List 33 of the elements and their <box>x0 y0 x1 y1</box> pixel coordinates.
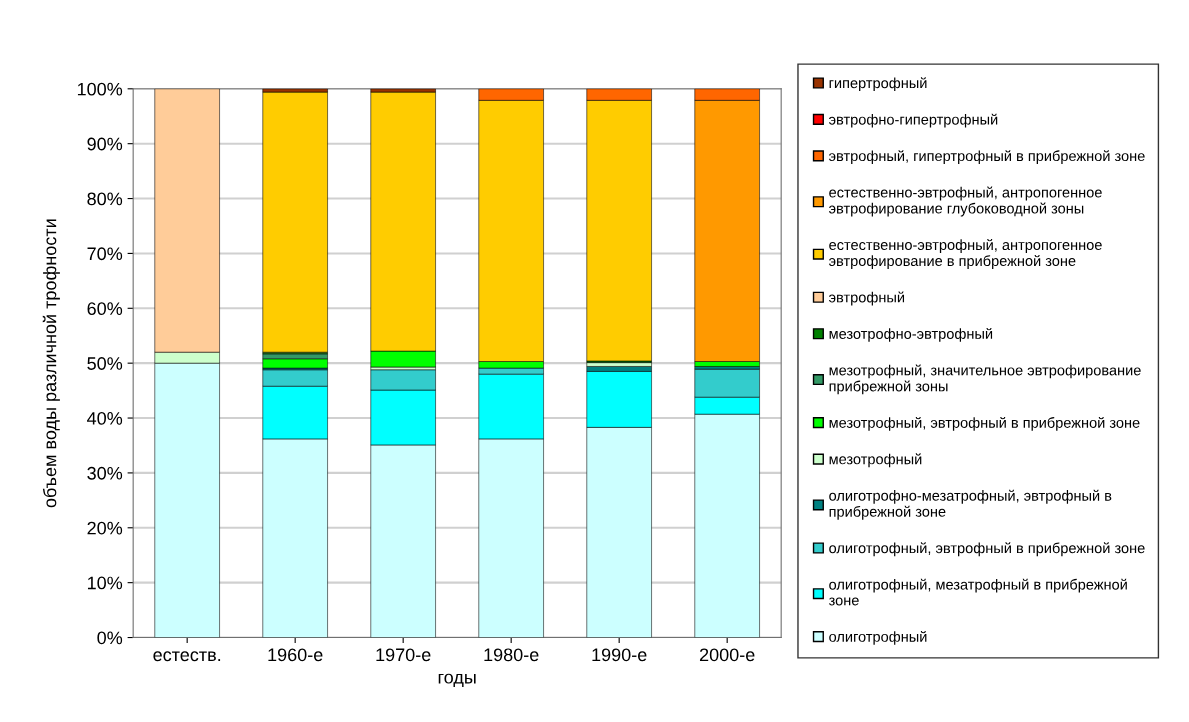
legend-label: мезотрофный, значительное эвтрофирование прибрежной зоны <box>829 364 1141 395</box>
y-tick-label: 90% <box>87 137 123 151</box>
legend-label: гипертрофный <box>829 77 927 92</box>
legend-label: олиготрофный, мезатрофный в прибрежной зоне <box>828 578 1127 606</box>
x-tick-label: 1960-е <box>268 648 323 662</box>
x-axis-title: годы <box>438 673 476 688</box>
legend-label: эвтрофно-гипертрофный <box>828 113 998 128</box>
x-tick-label: естеств. <box>153 651 221 662</box>
legend-label: олиготрофный <box>829 630 927 645</box>
y-axis-title: объем воды различной трофности <box>42 219 60 508</box>
y-tick-label: 20% <box>87 521 123 535</box>
legend-label: эвтрофный <box>828 291 905 306</box>
y-tick-label: 30% <box>87 466 123 480</box>
legend-label: мезотрофный <box>829 453 922 468</box>
x-tick-label: 2000-е <box>699 648 755 662</box>
y-tick-label: 80% <box>87 192 123 206</box>
y-tick-label: 50% <box>87 357 123 370</box>
legend-label: олиготрофный, эвтрофный в прибрежной зоне <box>829 542 1145 557</box>
legend-label: естественно-эвтрофный, антропогенное эвтрофирование в прибрежной зоне <box>828 239 1102 269</box>
x-tick-label: 1980-е <box>484 648 539 662</box>
y-tick-label: 40% <box>87 411 123 425</box>
legend-label: естественно-эвтрофный, антропогенное эвтрофирование глубоководной зоны <box>828 186 1102 217</box>
legend-label: олиготрофно-мезатрофный, эвтрофный в прибрежной зоне <box>829 489 1112 520</box>
y-tick-label: 70% <box>87 247 123 261</box>
legend-label: мезотрофно-эвтрофный <box>829 327 993 342</box>
y-tick-label: 60% <box>87 302 123 316</box>
x-tick-label: 1990-е <box>592 648 647 662</box>
legend-label: эвтрофный, гипертрофный в прибрежной зоне <box>828 150 1145 164</box>
x-tick-label: 1970-е <box>376 648 431 662</box>
y-tick-label: 0% <box>97 631 123 645</box>
legend-label: мезотрофный, эвтрофный в прибрежной зоне <box>829 416 1140 431</box>
y-tick-label: 10% <box>87 576 123 590</box>
y-tick-label: 100% <box>77 82 123 96</box>
